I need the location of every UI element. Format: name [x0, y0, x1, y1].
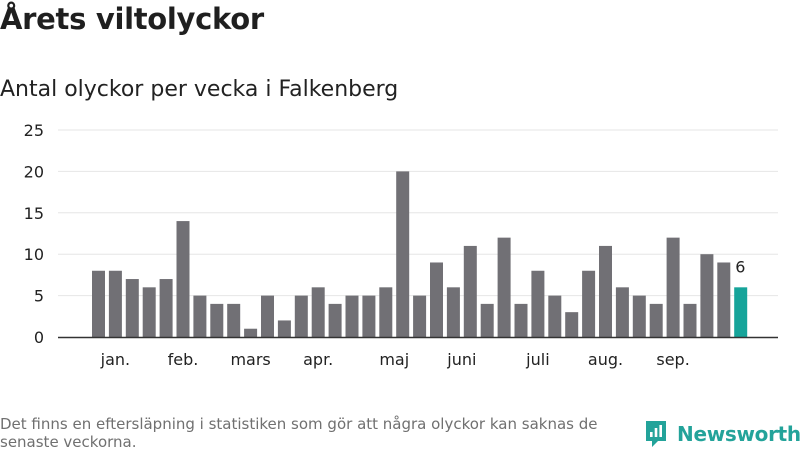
x-tick-label: mars [230, 350, 270, 369]
bar [480, 303, 494, 337]
bar [649, 303, 663, 337]
bar [632, 295, 646, 337]
bar [514, 303, 528, 337]
bar [92, 270, 105, 337]
bar [582, 270, 596, 337]
bar [413, 295, 427, 337]
chart-subtitle: Antal olyckor per vecka i Falkenberg [0, 77, 399, 102]
bar-chart: 0 5 10 15 20 25 6 jan. feb. mars apr. maj juni juli… [24, 121, 778, 369]
y-tick-label: 5 [34, 287, 44, 306]
newsworthy-brand[interactable]: Newsworthy [644, 418, 800, 450]
last-value-label: 6 [735, 257, 745, 276]
bar [328, 303, 342, 337]
bar [311, 287, 325, 337]
y-axis-labels: 0 5 10 15 20 25 [24, 121, 44, 347]
bar [497, 237, 511, 337]
bar [125, 279, 139, 337]
y-tick-label: 25 [24, 121, 44, 140]
x-tick-label: aug. [588, 350, 623, 369]
y-tick-label: 10 [24, 245, 44, 264]
bar [244, 328, 258, 337]
bar [261, 295, 274, 337]
newsworthy-logo-icon [646, 421, 666, 447]
bar [666, 237, 680, 337]
x-tick-label: maj [379, 350, 409, 369]
x-tick-label: juli [525, 350, 549, 369]
bar [193, 295, 207, 337]
bar [210, 303, 224, 337]
x-tick-label: sep. [656, 350, 689, 369]
bar [277, 320, 291, 337]
bar [683, 303, 697, 337]
bar [599, 245, 612, 337]
bar [108, 270, 122, 337]
x-tick-label: feb. [168, 350, 199, 369]
bar [430, 262, 443, 337]
bar [362, 295, 376, 337]
bar [615, 287, 629, 337]
bar [176, 221, 190, 337]
y-tick-label: 0 [34, 328, 44, 347]
bar [463, 245, 477, 337]
bar [700, 254, 714, 337]
bar [548, 295, 562, 337]
y-tick-label: 20 [24, 162, 44, 181]
x-tick-label: juni [446, 350, 476, 369]
bars: 6 [92, 171, 748, 337]
bar [531, 270, 545, 337]
bar [396, 171, 410, 337]
bar [159, 279, 173, 337]
x-tick-label: apr. [303, 350, 333, 369]
bar [379, 287, 393, 337]
x-axis-labels: jan. feb. mars apr. maj juni juli aug. sep. [100, 350, 690, 369]
x-tick-label: jan. [100, 350, 130, 369]
bar [345, 295, 359, 337]
bar [227, 303, 241, 337]
y-tick-label: 15 [24, 204, 44, 223]
footnote: Det finns en eftersläpning i statistiken… [0, 415, 598, 451]
bar [294, 295, 308, 337]
bar-highlight [734, 287, 748, 337]
bar [717, 262, 731, 337]
chart-title: Årets viltolyckor [0, 2, 264, 36]
bar [565, 312, 579, 337]
bar [142, 287, 156, 337]
brand-name: Newsworthy [677, 422, 800, 446]
bar [446, 287, 460, 337]
